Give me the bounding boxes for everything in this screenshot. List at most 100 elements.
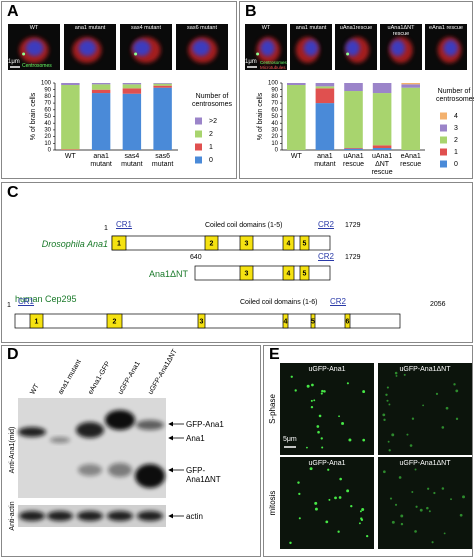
gfp-dot [391,520,395,524]
x-tick-label: ana1 mutant [314,153,336,168]
gfp-dot [350,505,353,508]
blot-band [107,511,133,521]
legend-title: Number of centrosomes [436,88,474,103]
gfp-dot [462,495,465,499]
coiled-coil-domain [239,265,254,281]
blot-band [50,437,70,443]
x-tick-label: sas6 mutant [151,153,174,168]
legend-label: 3 [454,125,458,132]
legend-swatch [440,160,447,168]
legend-label: 4 [454,113,458,120]
y-tick-label: 20 [271,134,278,140]
bar-segment [344,83,363,92]
bar-segment [372,83,392,94]
gfp-dot [391,433,395,437]
gfp-dot [348,438,352,442]
x-tick-label: uAna1 ΔNT rescue [371,153,393,176]
y-tick-label: 90 [271,87,278,93]
image-label: uGFP-Ana1 [308,366,346,373]
y-tick-label: 70 [271,101,278,107]
gfp-dot [314,507,318,511]
gfp-dot [445,406,449,410]
bar-segment [153,85,172,88]
gfp-dot [406,433,409,436]
dna-signal [78,40,97,56]
gfp-dot [361,508,365,512]
bar-segment [91,84,111,90]
blot-band [18,427,46,437]
y-tick-label: 0 [48,148,52,154]
bar-segment [344,148,363,150]
legend-swatch [195,156,202,164]
scale-label: 5μm [283,436,297,443]
domain-number: 4 [287,240,291,247]
bar-segment [61,83,80,86]
centrosome [134,52,138,56]
legend-swatch [195,143,202,151]
legend-label: 0 [209,157,213,164]
bar-segment [153,83,172,86]
blot-band [76,422,104,438]
gfp-dot [366,534,369,538]
domain-number: 5 [303,240,307,247]
bar-segment [315,83,335,87]
panel-frame [1,345,261,557]
blot-band [19,511,45,521]
bar-segment [153,83,172,84]
legend-label: 1 [209,144,213,151]
gfp-dot [431,541,434,544]
gfp-dot [321,389,324,393]
gfp-dot [386,386,389,389]
y-tick-label: 30 [271,127,278,133]
domain-number: 3 [245,270,249,277]
gfp-dot [360,518,364,522]
y-tick-label: 100 [268,81,279,87]
protein-name: Drosophila Ana1 [41,239,108,249]
blot-band [136,420,164,430]
panel-frame [263,345,473,557]
image-label: eAna1 rescue [429,25,463,31]
band-label: Ana1 [186,434,205,443]
lane-label: ana1 mutant [57,359,83,396]
gfp-dot [314,501,318,505]
bar-segment [61,85,80,150]
bar-segment [401,87,420,150]
domain-number: 2 [113,318,117,325]
micrograph [378,363,472,455]
gfp-dot [441,487,445,490]
gfp-dot [400,514,404,518]
domain-caption: Coiled coil domains (1-6) [240,299,318,306]
coiled-coil-domain [197,313,206,329]
protein-bar [14,313,401,329]
stain-label: Centrosomes [22,63,52,69]
lane-label: WT [29,382,41,396]
residue-end: 1729 [345,254,361,261]
y-tick-label: 80 [271,94,278,100]
protein-bar [194,265,331,281]
gfp-dot [415,505,418,508]
gfp-dot [310,399,313,402]
dna-signal [345,40,360,56]
gfp-dot [309,467,313,471]
cr2-label: CR2 [318,252,335,261]
gfp-dot [385,393,388,396]
bar-segment [287,83,306,86]
protein-bar [111,235,331,251]
gfp-dot [310,405,314,409]
y-tick-label: 80 [44,94,51,100]
band-label: GFP-Ana1 [186,420,224,429]
blot-band [135,464,165,488]
band-label: GFP-Ana1ΔNT [186,466,221,484]
image-label: sas6 mutant [187,25,217,31]
y-tick-label: 70 [44,101,51,107]
gfp-dot [388,403,391,406]
residue-start: 1 [104,225,108,232]
coiled-coil-domain [111,235,127,251]
dna-signal [260,40,275,56]
gfp-dot [453,383,456,386]
domain-number: 4 [284,318,288,325]
gfp-dot [358,522,361,525]
residue-end: 1729 [345,222,361,229]
